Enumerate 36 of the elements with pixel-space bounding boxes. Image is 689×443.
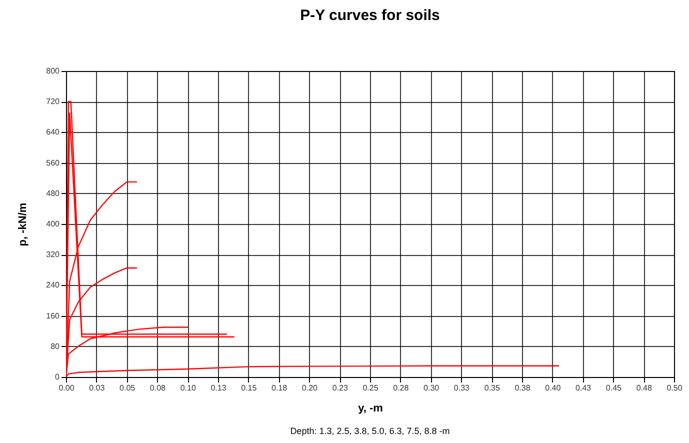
y-tick-label: 560 [46,158,60,168]
y-axis-title: p, -kN/m [17,202,30,246]
x-tick-label: 0.20 [302,384,318,392]
x-tick-label: 0.45 [606,384,622,392]
x-tick-label: 0.35 [484,384,500,392]
y-tick-label: 400 [46,220,60,228]
x-tick-label: 0.08 [150,384,166,392]
x-tick-label: 0.50 [666,384,683,392]
x-tick-label: 0.13 [210,384,227,392]
x-tick-label: 0.33 [454,384,470,392]
x-tick-label: 0.38 [514,384,531,392]
x-tick-label: 0.15 [241,384,258,392]
y-tick-label: 320 [46,250,60,260]
x-tick-label: 0.23 [332,384,348,392]
y-tick-label: 640 [46,128,60,137]
text: Depth: 1.3, 2.5, 3.8, 5.0, 6.3, 7.5, 8.8 -m [289,426,451,436]
y-tick-label: 720 [46,97,60,106]
chart-title: P-Y curves for soils [300,7,440,24]
x-tick-label: 0.25 [362,384,379,392]
y-tick-label: 0 [55,372,60,382]
x-tick-label: 0.28 [393,384,410,392]
y-tick-label: 80 [50,342,60,351]
y-tick-label: 800 [46,66,60,76]
y-tick-label: 160 [46,311,60,320]
x-tick-label: 0.48 [636,384,652,392]
x-tick-label: 0.18 [272,384,288,392]
x-tick-label: 0.43 [576,384,592,392]
x-tick-label: 0.05 [120,384,136,392]
x-axis-title: y, -m [358,402,384,414]
y-tick-label: 480 [46,188,60,198]
x-tick-label: 0.03 [89,384,106,392]
x-tick-label: 0.30 [424,384,440,392]
x-tick-label: 0.40 [545,384,562,392]
x-tick-label: 0.00 [58,384,75,392]
x-tick-label: 0.10 [180,384,196,392]
y-tick-label: 240 [46,280,60,290]
